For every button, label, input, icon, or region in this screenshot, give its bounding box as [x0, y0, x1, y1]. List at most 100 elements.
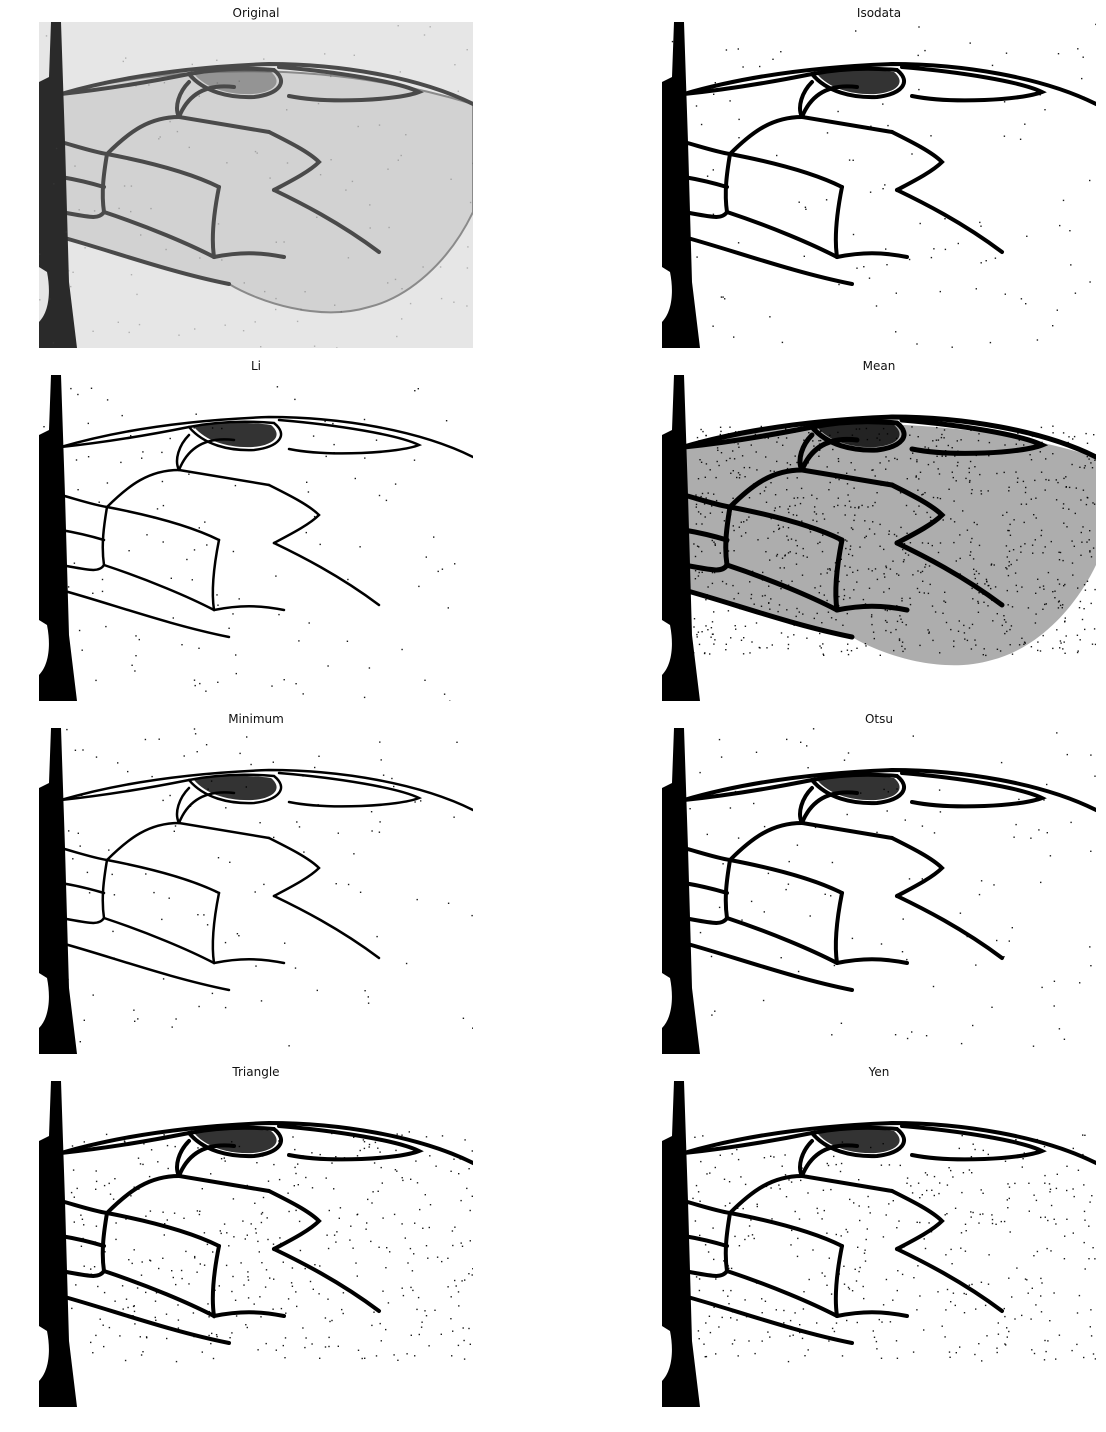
noise-speck	[922, 580, 924, 582]
noise-speck	[942, 1157, 944, 1159]
noise-speck	[1000, 761, 1003, 764]
noise-speck	[1064, 652, 1066, 654]
noise-speck	[114, 1178, 116, 1180]
noise-speck	[373, 1162, 376, 1164]
noise-speck	[787, 539, 789, 541]
noise-speck	[852, 528, 854, 531]
noise-speck	[769, 470, 772, 472]
noise-speck	[203, 1264, 206, 1266]
noise-speck	[353, 853, 355, 855]
noise-speck	[145, 1215, 147, 1217]
noise-speck	[844, 539, 847, 541]
noise-speck	[1028, 437, 1031, 440]
noise-speck	[973, 568, 975, 570]
noise-speck	[885, 566, 888, 569]
noise-speck	[925, 1035, 928, 1037]
noise-speck	[704, 516, 706, 518]
noise-speck	[737, 443, 739, 445]
noise-speck	[770, 482, 772, 484]
noise-speck	[728, 1181, 731, 1183]
noise-speck	[938, 473, 941, 475]
noise-speck	[709, 512, 712, 514]
noise-speck	[789, 551, 791, 553]
noise-speck	[837, 504, 839, 507]
noise-speck	[918, 478, 920, 480]
noise-speck	[1058, 559, 1061, 561]
wing-vein	[59, 588, 231, 639]
noise-speck	[917, 1265, 919, 1267]
noise-speck	[971, 1283, 973, 1286]
noise-speck	[1092, 502, 1094, 504]
noise-speck	[294, 967, 297, 969]
noise-speck	[1042, 552, 1044, 554]
noise-speck	[831, 1034, 833, 1036]
noise-speck	[903, 559, 905, 561]
noise-speck	[787, 552, 790, 554]
noise-speck	[917, 1258, 919, 1261]
noise-speck	[364, 990, 366, 992]
noise-speck	[852, 233, 855, 236]
noise-speck	[992, 430, 994, 432]
noise-speck	[872, 631, 875, 633]
noise-speck	[933, 1194, 935, 1197]
noise-speck	[276, 386, 279, 388]
noise-speck	[467, 246, 469, 248]
noise-speck	[401, 1287, 403, 1289]
noise-speck	[324, 420, 326, 423]
noise-speck	[763, 825, 766, 828]
noise-speck	[765, 486, 767, 488]
noise-speck	[1011, 606, 1014, 608]
noise-speck	[226, 162, 228, 164]
wing-vein	[187, 66, 283, 100]
noise-speck	[800, 741, 802, 743]
noise-speck	[698, 1289, 701, 1292]
noise-speck	[393, 1213, 396, 1216]
noise-speck	[750, 593, 753, 596]
noise-speck	[1020, 503, 1023, 505]
noise-speck	[950, 1301, 952, 1303]
wing-vein	[681, 414, 1096, 460]
noise-speck	[830, 895, 832, 897]
noise-speck	[1024, 543, 1026, 545]
noise-speck	[1069, 230, 1071, 232]
noise-speck	[1055, 1187, 1058, 1190]
noise-speck	[912, 574, 914, 576]
noise-speck	[824, 825, 826, 827]
noise-speck	[238, 598, 240, 600]
noise-speck	[97, 1285, 99, 1288]
noise-speck	[974, 1353, 976, 1356]
noise-speck	[139, 1336, 141, 1338]
noise-speck	[908, 878, 911, 880]
noise-speck	[927, 592, 930, 595]
noise-speck	[870, 1146, 872, 1149]
noise-speck	[74, 749, 77, 751]
noise-speck	[700, 513, 702, 515]
noise-speck	[67, 978, 69, 981]
wing-vein	[833, 537, 845, 613]
noise-speck	[1044, 1174, 1046, 1177]
insect-body	[662, 728, 700, 1054]
noise-speck	[702, 430, 704, 433]
noise-speck	[450, 1170, 452, 1172]
noise-speck	[852, 448, 854, 450]
noise-speck	[991, 1006, 993, 1008]
noise-speck	[275, 241, 277, 243]
wing-vein	[59, 1294, 231, 1345]
noise-speck	[719, 426, 722, 428]
noise-speck	[982, 1149, 984, 1152]
noise-speck	[975, 964, 977, 966]
noise-speck	[725, 49, 728, 51]
noise-speck	[1055, 440, 1058, 442]
noise-speck	[755, 573, 757, 575]
noise-speck	[838, 595, 840, 598]
noise-speck	[868, 528, 871, 530]
noise-speck	[919, 1221, 921, 1224]
noise-speck	[1094, 459, 1096, 461]
noise-speck	[787, 508, 789, 510]
noise-speck	[158, 138, 160, 140]
wing-vein	[725, 1269, 839, 1318]
noise-speck	[1088, 1258, 1090, 1260]
noise-speck	[1050, 1250, 1052, 1252]
noise-speck	[887, 791, 889, 793]
noise-speck	[260, 1221, 263, 1224]
